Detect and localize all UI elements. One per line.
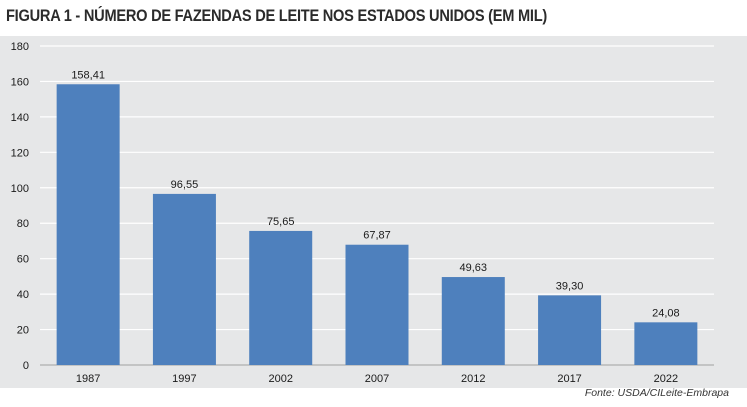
bar [538,295,602,365]
data-label: 39,30 [556,280,584,292]
chart-title: FIGURA 1 - NÚMERO DE FAZENDAS DE LEITE N… [6,6,547,25]
y-tick-label: 0 [23,360,29,372]
source-note: Fonte: USDA/CILeite-Embrapa [584,387,729,399]
data-label: 67,87 [363,230,391,242]
y-tick-label: 20 [17,325,29,337]
x-tick-label: 2002 [268,373,292,385]
y-tick-label: 160 [11,76,29,88]
x-tick-label: 2007 [365,373,389,385]
y-tick-label: 120 [11,147,29,159]
data-label: 158,41 [71,69,105,81]
x-tick-label: 1987 [76,373,100,385]
y-tick-label: 140 [11,112,29,124]
bar [249,230,313,365]
bar [56,84,120,366]
x-tick-label: 2022 [654,373,678,385]
bar [634,322,698,365]
y-tick-label: 180 [11,41,29,53]
bar [345,244,409,365]
y-tick-label: 40 [17,289,29,301]
bar [152,193,216,365]
data-label: 96,55 [171,179,199,191]
y-tick-label: 60 [17,254,29,266]
bar [441,277,505,365]
data-label: 75,65 [267,216,295,228]
y-tick-label: 80 [17,218,29,230]
x-tick-label: 1997 [172,373,196,385]
x-tick-label: 2012 [461,373,485,385]
x-tick-label: 2017 [557,373,581,385]
data-label: 24,08 [652,307,680,319]
bar-chart: 0 20 40 60 80 100 120 140 160 180 158,41 1987 96,55 1… [11,41,714,385]
data-label: 49,63 [460,262,488,274]
y-tick-label: 100 [11,183,29,195]
